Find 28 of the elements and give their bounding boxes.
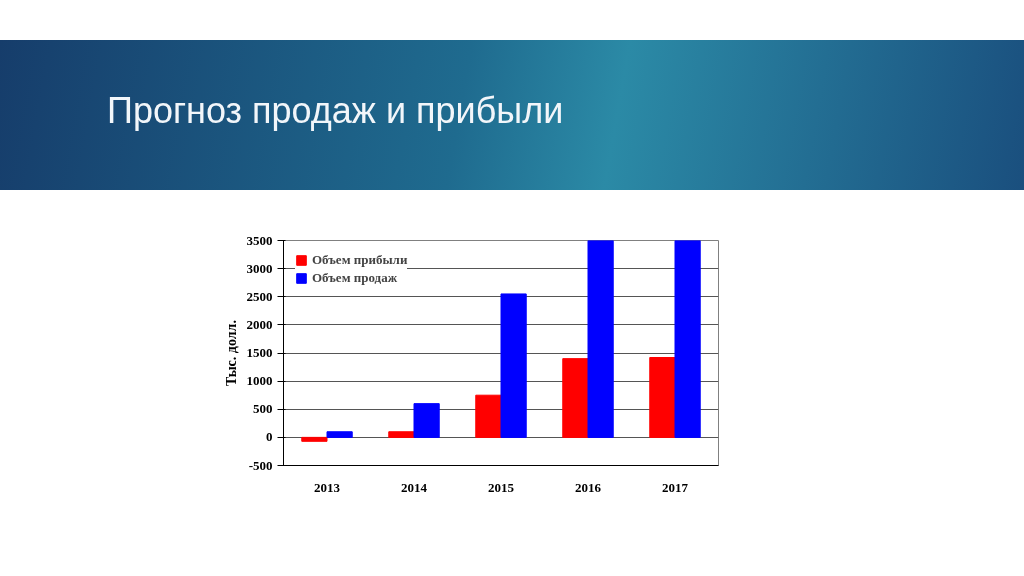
y-axis-title: Тыс. долл. bbox=[223, 320, 239, 386]
x-tick-label: 2016 bbox=[575, 479, 602, 495]
bar bbox=[475, 394, 502, 438]
bar bbox=[413, 403, 440, 438]
legend-label: Объем продаж bbox=[312, 270, 398, 286]
bar bbox=[674, 240, 701, 438]
y-tick-label: 1500 bbox=[246, 345, 273, 360]
bar bbox=[649, 357, 676, 438]
legend-label: Объем прибыли bbox=[312, 252, 408, 268]
bar bbox=[301, 436, 328, 442]
bar bbox=[388, 431, 415, 438]
y-tick-label: -500 bbox=[248, 457, 273, 473]
x-tick-label: 2015 bbox=[488, 479, 515, 495]
y-tick-label: 3000 bbox=[246, 260, 273, 276]
y-tick-label: 2500 bbox=[246, 288, 273, 304]
x-tick-label: 2017 bbox=[662, 479, 689, 495]
bar bbox=[562, 358, 589, 438]
y-tick-label: 0 bbox=[266, 429, 273, 445]
bar bbox=[587, 240, 614, 438]
y-tick-label: 2000 bbox=[246, 316, 273, 332]
y-tick-label: 500 bbox=[253, 401, 273, 417]
bar bbox=[326, 431, 353, 438]
y-tick-label: 3500 bbox=[246, 232, 273, 248]
bar bbox=[500, 293, 527, 438]
chart-title: Прогноз продаж и прибыли bbox=[0, 40, 1024, 190]
y-tick-label: 1000 bbox=[246, 373, 273, 389]
x-tick-label: 2014 bbox=[401, 479, 428, 495]
x-tick-label: 2013 bbox=[314, 479, 341, 495]
